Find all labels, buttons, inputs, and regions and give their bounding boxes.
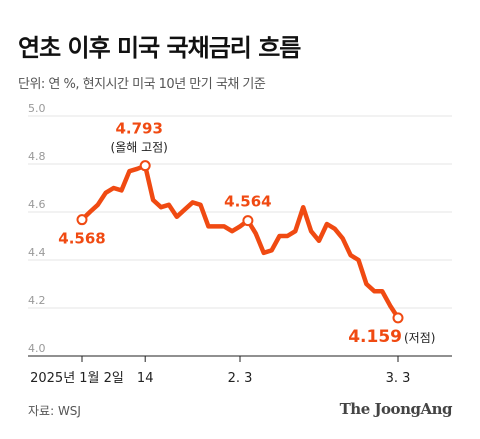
chart-title: 연초 이후 미국 국채금리 흐름 bbox=[18, 34, 301, 62]
annotation-note: (올해 고점) bbox=[111, 141, 168, 155]
x-tick-label: 2. 3 bbox=[228, 371, 253, 386]
data-label: 4.159 bbox=[348, 327, 402, 347]
data-label: 4.564 bbox=[224, 193, 271, 211]
y-tick-label: 4.4 bbox=[28, 246, 46, 259]
source-note: 자료: WSJ bbox=[28, 404, 81, 418]
point-marker bbox=[76, 214, 88, 226]
brand-logo: The JoongAng bbox=[339, 400, 453, 418]
point-marker bbox=[242, 215, 254, 227]
series-line bbox=[79, 163, 401, 321]
x-tick-label: 3. 3 bbox=[386, 371, 411, 386]
y-tick-label: 4.8 bbox=[28, 150, 46, 163]
point-marker bbox=[139, 160, 151, 172]
x-tick-label: 2025년 1월 2일 bbox=[30, 371, 124, 386]
y-tick-label: 4.2 bbox=[28, 294, 46, 307]
y-tick-label: 4.0 bbox=[28, 342, 46, 355]
y-tick-label: 4.6 bbox=[28, 198, 46, 211]
annotation-note: (저점) bbox=[404, 331, 435, 345]
data-label: 4.793 bbox=[115, 120, 162, 138]
chart-subtitle: 단위: 연 %, 현지시간 미국 10년 만기 국채 기준 bbox=[18, 77, 266, 92]
point-marker bbox=[392, 312, 404, 324]
y-tick-label: 5.0 bbox=[28, 102, 46, 115]
x-tick-label: 14 bbox=[137, 371, 154, 386]
data-label: 4.568 bbox=[58, 230, 105, 248]
